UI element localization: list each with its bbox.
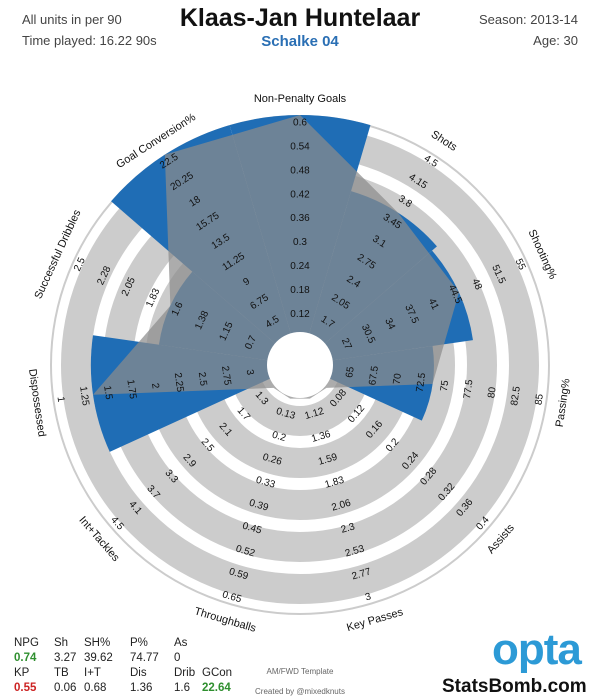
tick-label: 0.33 [255,475,277,491]
tick-label: 1.59 [317,452,339,468]
tick-label: 0.65 [221,589,243,605]
stats-cell: 39.62 [84,652,113,664]
tick-label: 85 [533,393,546,406]
tick-label: 2.06 [330,498,352,514]
tick-label: 2.77 [351,566,373,582]
tick-label: 0.48 [290,165,310,176]
template-label: AM/FWD Template [266,667,334,676]
tick-label: 80 [486,386,499,399]
stats-cell: SH% [84,637,111,649]
tick-label: 67.5 [367,365,381,386]
tick-label: 0.42 [290,189,310,200]
tick-label: 3 [364,591,373,603]
tick-label: 2.53 [344,543,366,559]
stats-cell: GCon [202,667,233,679]
radar-overlay [92,115,459,399]
tick-label: 0.24 [290,261,310,272]
stats-cell: 1.36 [130,682,153,694]
tick-label: 3 [244,369,256,377]
stats-cell: Dis [130,667,147,679]
metric-label: Dispossessed [26,368,48,437]
metric-label: Non-Penalty Goals [254,93,347,105]
tick-label: 0.36 [290,213,310,224]
tick-label: 0.59 [228,566,250,582]
stats-cell: 0.74 [14,652,37,664]
player-name: Klaas-Jan Huntelaar [179,4,421,32]
tick-label: 0.2 [271,430,288,445]
stats-cell: 0.68 [84,682,107,694]
radar-center [267,332,333,398]
tick-label: 2.5 [72,256,88,274]
tick-label: 0.12 [290,309,310,320]
tick-label: 1.6 [170,300,186,318]
tick-label: 1 [54,396,66,404]
tick-label: 1.25 [77,386,91,407]
tick-label: 2.3 [340,521,357,536]
tick-label: 34 [382,317,397,332]
tick-label: 82.5 [509,385,523,406]
tick-label: 0.45 [241,521,263,537]
metric-label: Passing% [554,378,573,428]
metric-label: Throughballs [193,605,258,635]
stats-table: NPG Sh SH% P% As 0.74 3.27 39.62 74.77 0 KP TB I+T… [14,636,234,696]
team-name: Schalke 04 [261,33,339,50]
tick-label: 2 [149,382,161,390]
tick-label: 77.5 [462,378,476,399]
stats-cell: 22.64 [202,682,231,694]
stats-cell: 0.55 [14,682,37,694]
stats-cell: 1.6 [174,682,190,694]
radar-tick-labels: 0.120.180.240.30.360.420.480.540.61.72.0… [54,118,545,606]
stats-cell: P% [130,637,148,649]
tick-label: 72.5 [415,372,429,393]
stats-cell: 3.27 [54,652,77,664]
season: Season: 2013-14 [478,12,578,27]
stats-cell: Sh [54,637,69,649]
tick-label: 2.5 [196,371,209,387]
tick-label: 70 [392,372,405,385]
tick-label: 2.75 [219,365,233,386]
tick-label: 1.83 [324,475,346,491]
stats-cell: 0 [174,652,181,664]
tick-label: 27 [339,337,354,352]
tick-label: 0.26 [261,452,283,468]
time-played: Time played: 16.22 90s [22,33,157,48]
tick-label: 55 [513,257,528,272]
stats-cell: 74.77 [130,652,159,664]
stats-cell: Drib [174,667,196,679]
tick-label: 0.13 [275,406,297,422]
stats-cell: TB [54,667,69,679]
tick-label: 1.12 [303,406,325,422]
tick-label: 0.3 [293,237,307,248]
tick-label: 0.54 [290,142,310,153]
metric-label: Shots [429,128,460,154]
credit-label: Created by @mixedknuts [255,687,345,696]
units-note: All units in per 90 [22,12,122,27]
tick-label: 0.18 [290,285,310,296]
stats-cell: 0.06 [54,682,77,694]
stats-cell: KP [14,667,30,679]
tick-label: 1.75 [124,379,138,400]
stats-cell: As [174,637,188,649]
tick-label: 0.52 [234,543,256,559]
tick-label: 75 [439,379,452,392]
metric-label: Key Passes [345,606,405,634]
stats-cell: I+T [84,667,101,679]
tick-label: 0.7 [243,334,259,352]
radar-value-polygon [92,115,459,399]
opta-logo: opta [492,625,582,674]
stats-cell: NPG [14,637,39,649]
tick-label: 0.39 [248,498,270,514]
tick-label: 1.5 [101,385,114,401]
tick-label: 65 [344,366,357,379]
tick-label: 9 [241,276,252,288]
statsbomb-brand: StatsBomb.com [442,676,587,697]
tick-label: 2.25 [172,372,186,393]
radar-chart: 0.120.180.240.30.360.420.480.540.61.72.0… [26,93,573,635]
tick-label: 48 [469,277,484,292]
tick-label: 41 [426,297,441,312]
tick-label: 0.6 [293,118,307,129]
tick-label: 1.36 [310,429,332,445]
age: Age: 30 [533,33,578,48]
